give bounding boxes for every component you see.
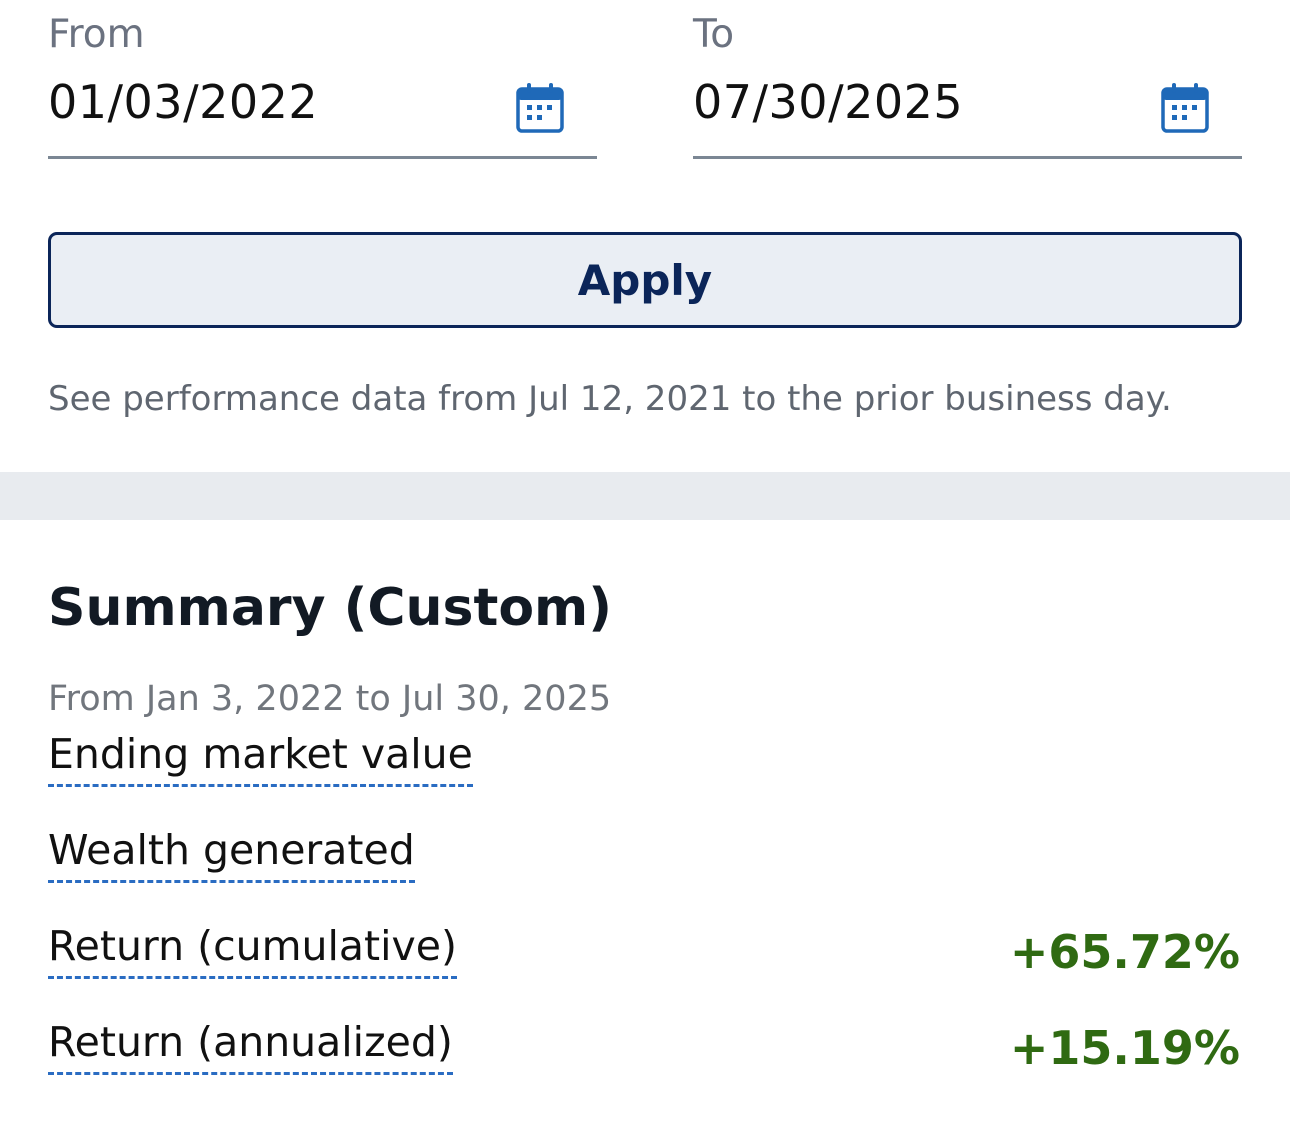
to-date-label: To [693, 12, 735, 57]
calendar-icon[interactable] [1160, 82, 1210, 134]
availability-note: See performance data from Jul 12, 2021 t… [48, 379, 1172, 419]
from-date-label: From [48, 12, 145, 57]
return-cumulative-label[interactable]: Return (cumulative) [48, 920, 457, 979]
calendar-icon[interactable] [515, 82, 565, 134]
wealth-generated-label[interactable]: Wealth generated [48, 824, 415, 883]
to-date-underline [693, 156, 1242, 159]
to-date-field[interactable]: To 07/30/2025 [693, 0, 1242, 160]
summary-date-range: From Jan 3, 2022 to Jul 30, 2025 [48, 679, 612, 719]
return-annualized-value: +15.19% [1009, 1021, 1240, 1075]
date-range-selector: From 01/03/2022 To 07/30/2025 [48, 0, 1242, 160]
to-date-input[interactable]: 07/30/2025 [693, 75, 964, 129]
from-date-underline [48, 156, 597, 159]
from-date-input[interactable]: 01/03/2022 [48, 75, 319, 129]
apply-button[interactable]: Apply [48, 232, 1242, 328]
return-cumulative-value: +65.72% [1009, 925, 1240, 979]
from-date-field[interactable]: From 01/03/2022 [48, 0, 597, 160]
section-divider [0, 472, 1290, 520]
summary-title: Summary (Custom) [48, 578, 613, 638]
ending-market-value-label[interactable]: Ending market value [48, 728, 473, 787]
return-annualized-label[interactable]: Return (annualized) [48, 1016, 453, 1075]
